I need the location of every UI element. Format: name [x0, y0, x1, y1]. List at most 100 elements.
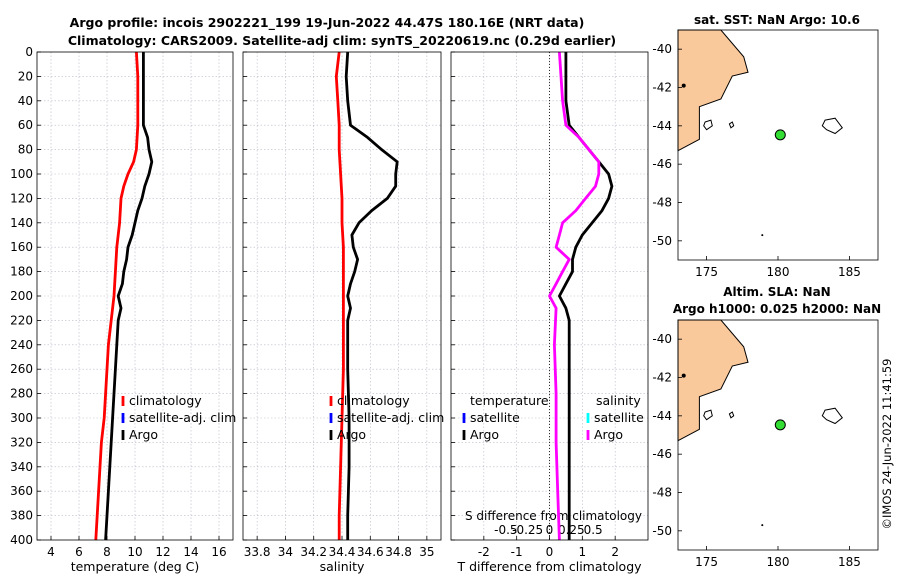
legend-left-label: satellite: [470, 410, 520, 425]
island: [681, 373, 686, 378]
temperature-panel: 4 6 8 10 12 14 1602040608010012014016018020022…: [10, 45, 236, 574]
argo-line: [104, 52, 154, 541]
legend-label: Argo: [337, 427, 366, 442]
island: [761, 524, 764, 527]
y-tick-label: 140: [10, 216, 33, 230]
y-tick-label: 220: [10, 313, 33, 327]
x-axis-label: salinity: [320, 559, 365, 574]
x2-tick-label: 0.5: [584, 523, 603, 537]
y-tick-label: -50: [652, 234, 672, 248]
island: [703, 409, 713, 421]
legend-label: Argo: [129, 427, 158, 442]
x-tick-label: 6: [75, 545, 83, 559]
y-tick-label: 340: [10, 460, 33, 474]
y-tick-label: -50: [652, 524, 672, 538]
new-zealand-land: [677, 29, 749, 152]
x-tick-label: 34.6: [357, 545, 384, 559]
y-tick-label: -40: [652, 42, 672, 56]
y-tick-label: -44: [652, 409, 672, 423]
legend-label: climatology: [129, 393, 202, 408]
legend-title: temperature: [470, 393, 549, 408]
x-tick-label: -2: [478, 545, 490, 559]
legend-label: climatology: [337, 393, 410, 408]
legend-title: salinity: [596, 393, 641, 408]
x-tick-label: 185: [838, 265, 861, 279]
plot-frame: [242, 51, 442, 541]
x-tick-label: 175: [695, 265, 718, 279]
y-tick-label: 20: [18, 69, 33, 83]
map-frame: [677, 29, 879, 261]
island: [681, 83, 686, 88]
plot-frame: [450, 51, 649, 541]
x-tick-label: 12: [155, 545, 170, 559]
climatology-line: [334, 51, 345, 540]
sla-map-title-2: Argo h1000: 0.025 h2000: NaN: [673, 302, 881, 316]
y-tick-label: 80: [18, 143, 33, 157]
y-tick-label: -46: [652, 157, 672, 171]
argo-float-marker: [774, 419, 786, 431]
chatham-islands: [821, 117, 843, 135]
y-tick-label: -48: [652, 486, 672, 500]
x-tick-label: 14: [183, 545, 198, 559]
argo-line: [344, 51, 399, 540]
argo-salinity-diff-line: [548, 51, 601, 541]
y-tick-label: 180: [10, 265, 33, 279]
plot-frame: [36, 51, 234, 541]
island: [761, 234, 764, 237]
x-tick-label: 35: [419, 545, 434, 559]
y-tick-label: 240: [10, 338, 33, 352]
salinity-panel: 33.8 34 34.2 34.4 34.6 34.8 35 salinity climatol…: [242, 51, 444, 574]
y-tick-label: -42: [652, 81, 672, 95]
x2-tick-label: 0: [546, 523, 554, 537]
island: [728, 411, 735, 419]
x-axis-label: temperature (deg C): [71, 559, 200, 574]
climatology-line: [94, 51, 140, 541]
y-tick-label: -42: [652, 371, 672, 385]
y-tick-label: -48: [652, 196, 672, 210]
x-tick-label: -1: [511, 545, 523, 559]
x2-tick-label: -0.25: [512, 523, 543, 537]
x-tick-label: 33.8: [244, 545, 271, 559]
x-tick-label: 8: [103, 545, 111, 559]
x-tick-label: 180: [767, 555, 790, 569]
y-tick-label: 260: [10, 362, 33, 376]
sla-map-title: Altim. SLA: NaN: [723, 285, 830, 299]
x-tick-label: 2: [611, 545, 619, 559]
x-tick-label: 4: [47, 545, 55, 559]
y-tick-label: 400: [10, 533, 33, 547]
sst-map-title: sat. SST: NaN Argo: 10.6: [694, 13, 860, 27]
x-tick-label: 16: [211, 545, 226, 559]
y-tick-label: -46: [652, 447, 672, 461]
difference-panel: -2 -1 0 1 2T difference from climatology S di…: [450, 51, 649, 574]
legend-label: satellite-adj. clim: [337, 410, 444, 425]
x2-axis-label: S difference from climatology: [465, 509, 642, 523]
y-tick-label: 160: [10, 240, 33, 254]
x-tick-label: 34.4: [329, 545, 356, 559]
y-tick-label: 380: [10, 509, 33, 523]
sla-map: 175 180 185 -40 -42 -44 -46 -48 -50: [652, 319, 879, 569]
map-frame: [677, 319, 879, 551]
x-tick-label: 1: [579, 545, 587, 559]
y-tick-label: 60: [18, 118, 33, 132]
x-tick-label: 10: [127, 545, 142, 559]
y-tick-label: 320: [10, 435, 33, 449]
legend-left-label: Argo: [470, 427, 499, 442]
legend-right-label: satellite: [594, 410, 644, 425]
y-tick-label: 120: [10, 191, 33, 205]
timestamp: ©IMOS 24-Jun-2022 11:41:59: [880, 359, 894, 530]
y-tick-label: -40: [652, 332, 672, 346]
y-tick-label: -44: [652, 119, 672, 133]
x2-tick-label: 0.25: [558, 523, 585, 537]
y-tick-label: 100: [10, 167, 33, 181]
y-tick-label: 300: [10, 411, 33, 425]
legend-label: satellite-adj. clim: [129, 410, 236, 425]
x-tick-label: 180: [767, 265, 790, 279]
island: [728, 121, 735, 129]
title-line-1: Argo profile: incois 2902221_199 19-Jun-…: [70, 15, 585, 31]
title-line-2: Climatology: CARS2009. Satellite-adj cli…: [68, 33, 616, 49]
argo-float-marker: [774, 129, 786, 141]
x-tick-label: 34.8: [385, 545, 412, 559]
x-tick-label: 185: [838, 555, 861, 569]
x-tick-label: 175: [695, 555, 718, 569]
chatham-islands: [821, 407, 843, 425]
